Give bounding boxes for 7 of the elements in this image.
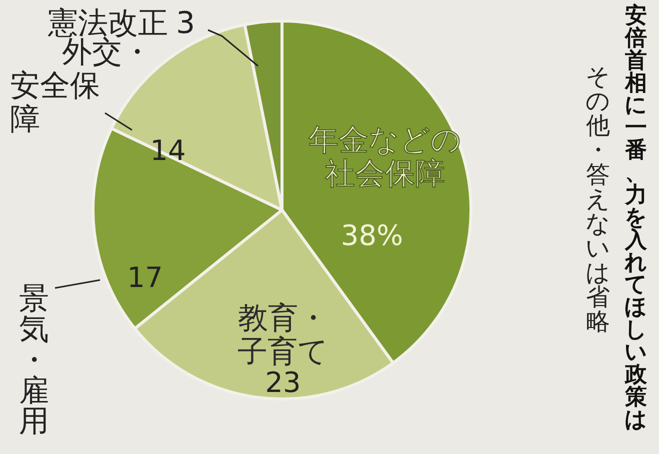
chart-title: 安倍首相に一番、力を入れてほしい政策は	[624, 3, 648, 432]
data-label: 38%	[340, 219, 404, 252]
text: その他・答えないは省略	[586, 62, 610, 336]
slice-label: 景気・雇用	[19, 282, 49, 439]
data-label: 17	[127, 261, 163, 294]
data-label: 3	[176, 6, 196, 41]
data-label: 14	[150, 134, 186, 167]
